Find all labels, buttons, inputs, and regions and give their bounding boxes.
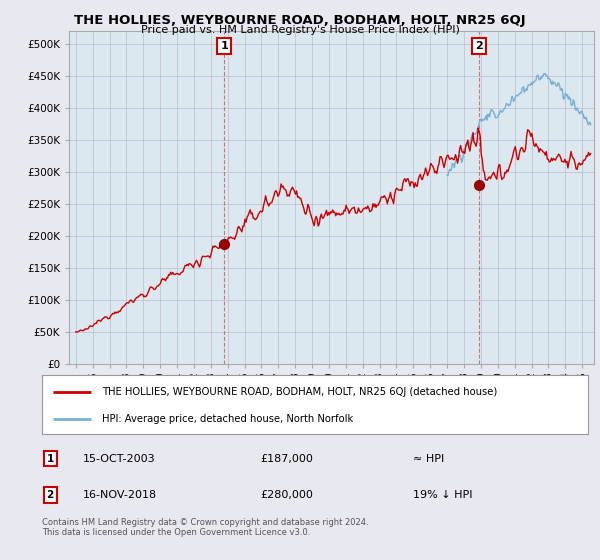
Text: £187,000: £187,000 — [260, 454, 313, 464]
Text: ≈ HPI: ≈ HPI — [413, 454, 445, 464]
Text: £280,000: £280,000 — [260, 490, 313, 500]
Text: 2: 2 — [47, 490, 54, 500]
Text: Contains HM Land Registry data © Crown copyright and database right 2024.
This d: Contains HM Land Registry data © Crown c… — [42, 518, 368, 538]
Text: 19% ↓ HPI: 19% ↓ HPI — [413, 490, 473, 500]
Text: 2: 2 — [475, 41, 483, 51]
Text: 1: 1 — [47, 454, 54, 464]
Text: 16-NOV-2018: 16-NOV-2018 — [83, 490, 157, 500]
Text: THE HOLLIES, WEYBOURNE ROAD, BODHAM, HOLT, NR25 6QJ: THE HOLLIES, WEYBOURNE ROAD, BODHAM, HOL… — [74, 14, 526, 27]
Text: Price paid vs. HM Land Registry's House Price Index (HPI): Price paid vs. HM Land Registry's House … — [140, 25, 460, 35]
Text: HPI: Average price, detached house, North Norfolk: HPI: Average price, detached house, Nort… — [102, 414, 353, 424]
Text: 1: 1 — [220, 41, 228, 51]
Text: THE HOLLIES, WEYBOURNE ROAD, BODHAM, HOLT, NR25 6QJ (detached house): THE HOLLIES, WEYBOURNE ROAD, BODHAM, HOL… — [102, 386, 497, 396]
Text: 15-OCT-2003: 15-OCT-2003 — [83, 454, 155, 464]
